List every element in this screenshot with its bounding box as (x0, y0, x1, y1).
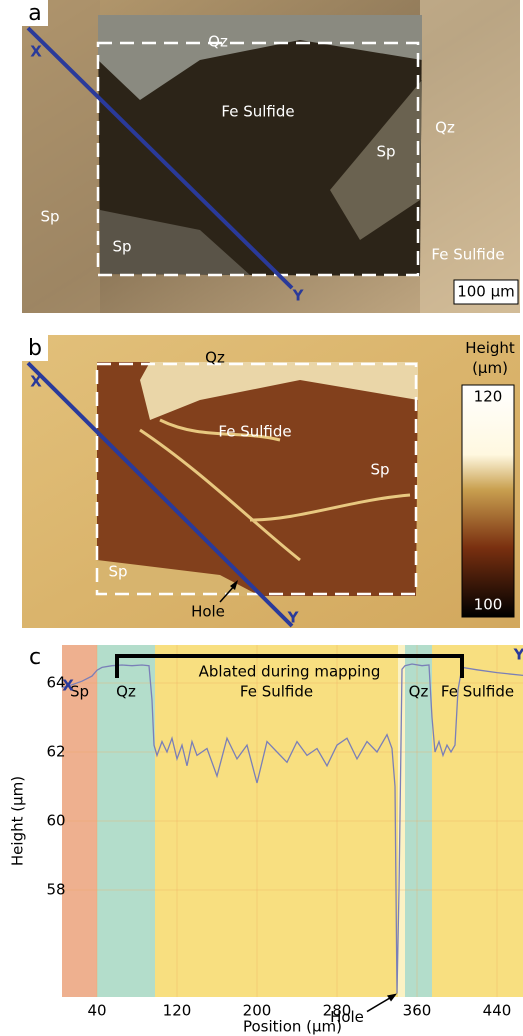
texture (420, 0, 520, 313)
colorbar-max: 120 (474, 388, 503, 406)
line-end: Y (287, 609, 300, 627)
hole-label: Hole (191, 603, 225, 621)
mineral-label: Sp (370, 461, 389, 479)
line-end: Y (292, 287, 305, 305)
line-end: X (30, 43, 42, 61)
bracket-label: Ablated during mapping (199, 663, 381, 681)
region-label: Fe Sulfide (240, 683, 313, 701)
x-tick-label: 440 (483, 1002, 512, 1020)
figure: a X Y Qz Fe Sulfide Sp Sp Sp Qz Fe Sulfi… (0, 0, 523, 1036)
mineral-label: Qz (435, 119, 455, 137)
line-end: X (30, 373, 42, 391)
y-tick-label: 58 (46, 881, 65, 899)
mineral-label: Sp (40, 208, 59, 226)
mineral-label: Qz (208, 33, 228, 51)
page: a X Y Qz Fe Sulfide Sp Sp Sp Qz Fe Sulfi… (0, 0, 523, 1036)
line-end: Y (513, 646, 523, 664)
panel-label: c (29, 645, 41, 670)
panel-label: b (28, 336, 42, 361)
mineral-label: Fe Sulfide (431, 246, 504, 264)
panel-a: a X Y Qz Fe Sulfide Sp Sp Sp Qz Fe Sulfi… (22, 0, 520, 313)
mineral-label: Fe Sulfide (218, 423, 291, 441)
colorbar-min: 100 (474, 596, 503, 614)
x-tick-label: 120 (163, 1002, 192, 1020)
y-tick-label: 62 (46, 742, 65, 760)
mineral-label: Sp (108, 563, 127, 581)
region-label: Fe Sulfide (441, 683, 514, 701)
panel-b: b X Y Qz Fe Sulfide Sp Sp Hole 120 100 (22, 335, 520, 628)
region-label: Qz (116, 683, 136, 701)
line-end: X (62, 677, 74, 695)
region-label: Qz (409, 683, 429, 701)
mineral-label: Qz (205, 349, 225, 367)
y-axis-title: Height (µm) (9, 776, 27, 866)
x-axis-title: Position (µm) (243, 1018, 342, 1036)
colorbar (462, 385, 514, 617)
mineral-label: Sp (112, 238, 131, 256)
mineral-label: Sp (376, 143, 395, 161)
x-tick-label: 40 (87, 1002, 106, 1020)
mineral-label: Fe Sulfide (221, 103, 294, 121)
y-tick-label: 60 (46, 812, 65, 830)
x-tick-label: 360 (403, 1002, 432, 1020)
colorbar-title: Height (µm) (458, 338, 522, 378)
scale-bar: 100 µm (457, 283, 515, 301)
panel-label: a (28, 1, 41, 26)
